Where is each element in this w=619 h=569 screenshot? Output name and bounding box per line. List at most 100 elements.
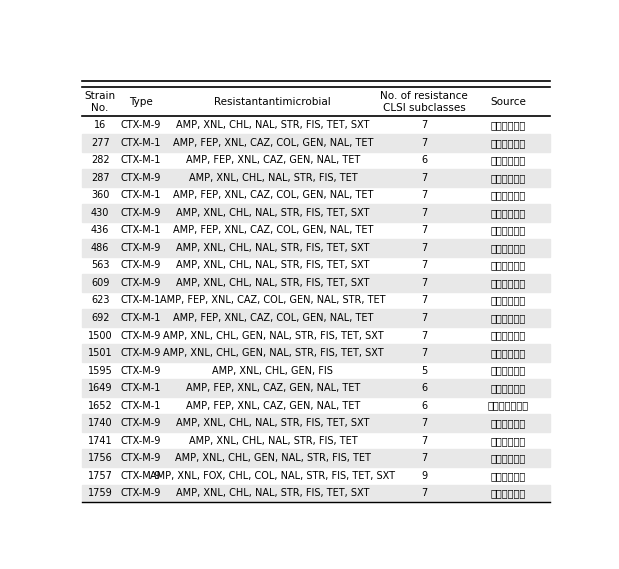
Text: AMP, FEP, XNL, CAZ, COL, GEN, NAL, TET: AMP, FEP, XNL, CAZ, COL, GEN, NAL, TET	[173, 191, 373, 200]
Text: AMP, XNL, CHL, NAL, STR, FIS, TET, SXT: AMP, XNL, CHL, NAL, STR, FIS, TET, SXT	[176, 208, 370, 218]
Text: 7: 7	[421, 225, 427, 236]
Text: 360: 360	[91, 191, 110, 200]
Text: CTX-M-1: CTX-M-1	[121, 191, 161, 200]
Text: 16: 16	[94, 120, 106, 130]
Text: CTX-M-9: CTX-M-9	[121, 348, 161, 358]
Text: 563: 563	[91, 261, 110, 270]
Text: 7: 7	[421, 453, 427, 463]
Text: CTX-M-9: CTX-M-9	[121, 278, 161, 288]
Text: 7: 7	[421, 138, 427, 148]
Text: 1500: 1500	[88, 331, 113, 340]
Text: CTX-M-9: CTX-M-9	[121, 418, 161, 428]
Text: AMP, FEP, XNL, CAZ, GEN, NAL, TET: AMP, FEP, XNL, CAZ, GEN, NAL, TET	[186, 155, 360, 165]
Text: CTX-M-9: CTX-M-9	[121, 453, 161, 463]
Text: 닭고기국내산: 닭고기국내산	[490, 208, 526, 218]
Text: 닭고기국내산: 닭고기국내산	[490, 120, 526, 130]
Text: 486: 486	[91, 243, 110, 253]
Text: CTX-M-9: CTX-M-9	[121, 243, 161, 253]
Text: Source: Source	[490, 97, 526, 107]
Bar	[82, 344, 550, 362]
Text: 1756: 1756	[88, 453, 113, 463]
Text: 7: 7	[421, 173, 427, 183]
Text: 닭고기국내산: 닭고기국내산	[490, 313, 526, 323]
Text: 7: 7	[421, 313, 427, 323]
Text: 7: 7	[421, 348, 427, 358]
Text: 7: 7	[421, 488, 427, 498]
Text: CTX-M-9: CTX-M-9	[121, 488, 161, 498]
Text: 닭고기국내산: 닭고기국내산	[490, 295, 526, 306]
Text: 430: 430	[91, 208, 110, 218]
Bar	[82, 239, 550, 257]
Text: CTX-M-1: CTX-M-1	[121, 313, 161, 323]
Bar	[82, 134, 550, 151]
Text: 닭고기국내산: 닭고기국내산	[490, 278, 526, 288]
Text: 닭고기국내산: 닭고기국내산	[490, 366, 526, 376]
Text: AMP, XNL, CHL, GEN, NAL, STR, FIS, TET, SXT: AMP, XNL, CHL, GEN, NAL, STR, FIS, TET, …	[163, 348, 383, 358]
Text: 닭고기국내산: 닭고기국내산	[490, 348, 526, 358]
Text: 1652: 1652	[88, 401, 113, 411]
Text: CTX-M-1: CTX-M-1	[121, 155, 161, 165]
Text: Strain
No.: Strain No.	[85, 91, 116, 113]
Text: 닭고기국내산: 닭고기국내산	[490, 383, 526, 393]
Text: AMP, FEP, XNL, CAZ, GEN, NAL, TET: AMP, FEP, XNL, CAZ, GEN, NAL, TET	[186, 401, 360, 411]
Text: 닭고기국내산: 닭고기국내산	[490, 155, 526, 165]
Text: 7: 7	[421, 191, 427, 200]
Text: 7: 7	[421, 418, 427, 428]
Text: CTX-M-9: CTX-M-9	[121, 331, 161, 340]
Text: CTX-M-9: CTX-M-9	[121, 120, 161, 130]
Text: AMP, FEP, XNL, CAZ, COL, GEN, NAL, TET: AMP, FEP, XNL, CAZ, COL, GEN, NAL, TET	[173, 225, 373, 236]
Text: 7: 7	[421, 436, 427, 446]
Text: 1649: 1649	[88, 383, 113, 393]
Text: 6: 6	[421, 383, 427, 393]
Text: AMP, XNL, CHL, GEN, NAL, STR, FIS, TET: AMP, XNL, CHL, GEN, NAL, STR, FIS, TET	[175, 453, 371, 463]
Text: AMP, XNL, CHL, NAL, STR, FIS, TET, SXT: AMP, XNL, CHL, NAL, STR, FIS, TET, SXT	[176, 418, 370, 428]
Text: 436: 436	[91, 225, 110, 236]
Text: CTX-M-9: CTX-M-9	[121, 471, 161, 481]
Text: AMP, XNL, CHL, NAL, STR, FIS, TET, SXT: AMP, XNL, CHL, NAL, STR, FIS, TET, SXT	[176, 243, 370, 253]
Text: CTX-M-1: CTX-M-1	[121, 383, 161, 393]
Text: 오리고기국내산: 오리고기국내산	[487, 401, 529, 411]
Text: 7: 7	[421, 331, 427, 340]
Text: 287: 287	[91, 173, 110, 183]
Text: CTX-M-1: CTX-M-1	[121, 295, 161, 306]
Text: AMP, XNL, FOX, CHL, COL, NAL, STR, FIS, TET, SXT: AMP, XNL, FOX, CHL, COL, NAL, STR, FIS, …	[150, 471, 396, 481]
Text: AMP, XNL, CHL, GEN, FIS: AMP, XNL, CHL, GEN, FIS	[212, 366, 333, 376]
Text: 닭고기국내산: 닭고기국내산	[490, 225, 526, 236]
Text: 닭고기국내산: 닭고기국내산	[490, 173, 526, 183]
Text: CTX-M-1: CTX-M-1	[121, 138, 161, 148]
Text: No. of resistance
CLSI subclasses: No. of resistance CLSI subclasses	[380, 91, 468, 113]
Text: 1740: 1740	[88, 418, 113, 428]
Text: AMP, XNL, CHL, NAL, STR, FIS, TET, SXT: AMP, XNL, CHL, NAL, STR, FIS, TET, SXT	[176, 278, 370, 288]
Text: AMP, XNL, CHL, NAL, STR, FIS, TET, SXT: AMP, XNL, CHL, NAL, STR, FIS, TET, SXT	[176, 488, 370, 498]
Text: Resistantantimicrobial: Resistantantimicrobial	[215, 97, 331, 107]
Text: 닭고기국내산: 닭고기국내산	[490, 138, 526, 148]
Bar	[82, 450, 550, 467]
Text: 닭고기국내산: 닭고기국내산	[490, 418, 526, 428]
Text: 1759: 1759	[88, 488, 113, 498]
Text: AMP, XNL, CHL, NAL, STR, FIS, TET, SXT: AMP, XNL, CHL, NAL, STR, FIS, TET, SXT	[176, 261, 370, 270]
Text: Type: Type	[129, 97, 153, 107]
Text: AMP, XNL, CHL, GEN, NAL, STR, FIS, TET, SXT: AMP, XNL, CHL, GEN, NAL, STR, FIS, TET, …	[163, 331, 383, 340]
Text: CTX-M-9: CTX-M-9	[121, 366, 161, 376]
Text: 282: 282	[91, 155, 110, 165]
Text: AMP, FEP, XNL, CAZ, GEN, NAL, TET: AMP, FEP, XNL, CAZ, GEN, NAL, TET	[186, 383, 360, 393]
Text: 6: 6	[421, 401, 427, 411]
Text: 623: 623	[91, 295, 110, 306]
Text: 6: 6	[421, 155, 427, 165]
Text: 7: 7	[421, 261, 427, 270]
Text: 1595: 1595	[88, 366, 113, 376]
Text: 7: 7	[421, 243, 427, 253]
Bar	[82, 169, 550, 187]
Text: 닭고기국내산: 닭고기국내산	[490, 331, 526, 340]
Text: 닭고기국내산: 닭고기국내산	[490, 471, 526, 481]
Text: 닭고기국내산: 닭고기국내산	[490, 436, 526, 446]
Text: 277: 277	[91, 138, 110, 148]
Text: AMP, XNL, CHL, NAL, STR, FIS, TET, SXT: AMP, XNL, CHL, NAL, STR, FIS, TET, SXT	[176, 120, 370, 130]
Text: 7: 7	[421, 120, 427, 130]
Text: 692: 692	[91, 313, 110, 323]
Text: AMP, FEP, XNL, CAZ, COL, GEN, NAL, TET: AMP, FEP, XNL, CAZ, COL, GEN, NAL, TET	[173, 313, 373, 323]
Bar	[82, 310, 550, 327]
Text: CTX-M-9: CTX-M-9	[121, 261, 161, 270]
Text: 닭고기국내산: 닭고기국내산	[490, 488, 526, 498]
Text: CTX-M-9: CTX-M-9	[121, 436, 161, 446]
